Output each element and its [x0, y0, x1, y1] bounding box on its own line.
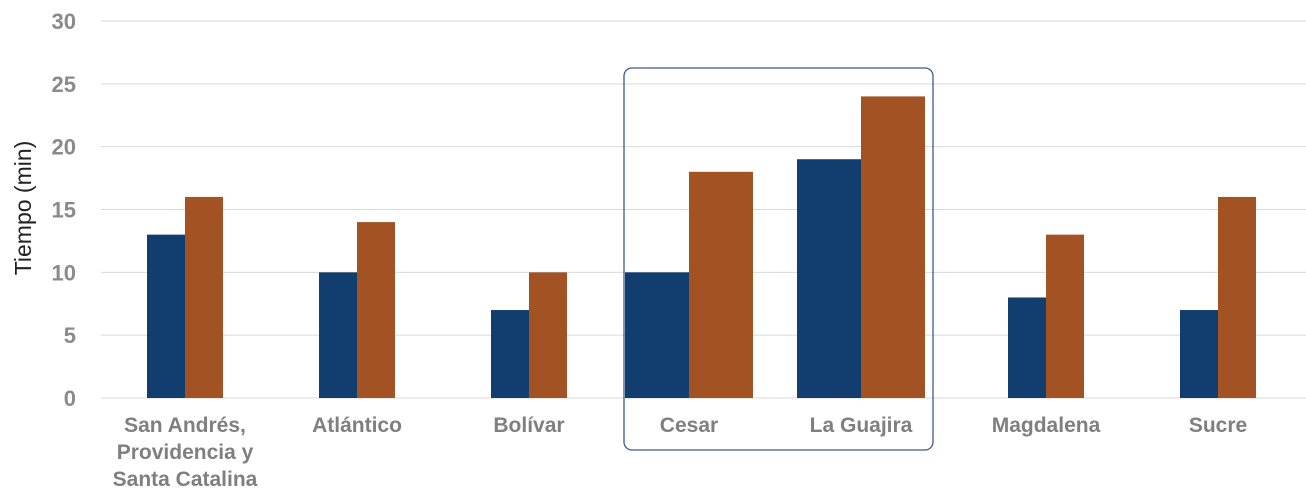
highlight-box [623, 67, 934, 451]
bar-series1-3 [625, 272, 689, 398]
y-axis-title: Tiempo (min) [10, 141, 36, 276]
y-tick-label: 30 [52, 9, 76, 34]
bar-series1-2 [491, 310, 529, 398]
bar-series1-6 [1180, 310, 1218, 398]
bar-series2-6 [1218, 196, 1256, 398]
category-label: Sucre [1189, 414, 1247, 437]
category-label: La Guajira [810, 414, 913, 437]
x-axis-labels: San Andrés, Providencia y Santa Catalina At… [113, 414, 1248, 491]
y-tick-label: 15 [52, 198, 76, 223]
category-label: San Andrés, Providencia y Santa Catalina [113, 414, 258, 491]
category-label: Atlántico [312, 414, 402, 437]
bar-series1-4 [797, 159, 861, 398]
bar-series1-5 [1008, 297, 1046, 398]
y-tick-label: 5 [64, 323, 76, 348]
category-label: Magdalena [992, 414, 1101, 437]
bar-series1-0 [147, 234, 185, 398]
bar-series2-4 [861, 96, 925, 399]
bar-series2-1 [357, 222, 395, 398]
bar-series1-1 [319, 272, 357, 398]
y-tick-label: 20 [52, 135, 76, 160]
y-tick-label: 0 [64, 386, 76, 411]
y-tick-label: 10 [52, 260, 76, 285]
y-axis-ticks: 0 5 10 15 20 25 30 [52, 9, 76, 411]
category-label: Bolívar [493, 414, 564, 437]
highlight-rectangle [623, 67, 934, 451]
bar-series2-3 [689, 171, 753, 398]
bar-series2-5 [1046, 234, 1084, 398]
bars [147, 96, 1256, 399]
bar-series2-2 [529, 272, 567, 398]
bar-series2-0 [185, 196, 223, 398]
category-label: Cesar [660, 414, 718, 437]
y-tick-label: 25 [52, 72, 76, 97]
